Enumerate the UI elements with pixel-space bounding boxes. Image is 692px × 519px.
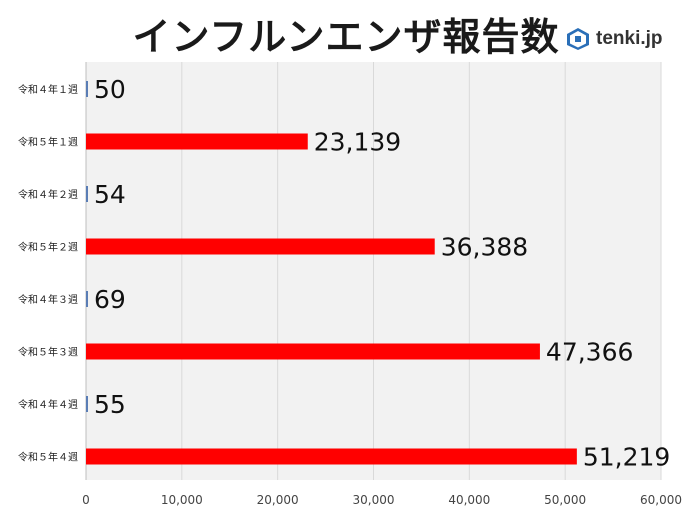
x-tick-label: 20,000 <box>257 493 299 507</box>
x-tick-label: 0 <box>82 493 90 507</box>
chart-title: インフルンエンザ報告数 <box>132 15 560 59</box>
data-label: 55 <box>94 390 126 419</box>
bar <box>86 448 577 465</box>
category-label: 令和５年４週 <box>18 451 78 464</box>
x-tick-label: 40,000 <box>448 493 490 507</box>
data-label: 50 <box>94 75 126 104</box>
data-label: 51,219 <box>583 443 670 472</box>
category-label: 令和５年３週 <box>18 346 78 359</box>
logo-text: tenki.jp <box>596 28 663 49</box>
data-label: 69 <box>94 285 126 314</box>
x-tick-label: 60,000 <box>640 493 682 507</box>
data-label: 54 <box>94 180 126 209</box>
bar <box>86 186 88 202</box>
bar <box>86 396 88 412</box>
bar <box>86 291 88 307</box>
category-label: 令和４年１週 <box>18 83 78 96</box>
category-label: 令和４年３週 <box>18 293 78 306</box>
bar <box>86 133 308 150</box>
tenki-logo-icon <box>567 28 589 50</box>
bar <box>86 343 540 360</box>
x-tick-label: 30,000 <box>353 493 395 507</box>
category-label: 令和５年２週 <box>18 241 78 254</box>
bar <box>86 81 88 97</box>
x-tick-label: 10,000 <box>161 493 203 507</box>
x-tick-label: 50,000 <box>544 493 586 507</box>
data-label: 23,139 <box>314 128 401 157</box>
tenki-logo: tenki.jp <box>566 24 663 54</box>
category-label: 令和４年４週 <box>18 398 78 411</box>
data-label: 47,366 <box>546 338 633 367</box>
data-label: 36,388 <box>441 233 528 262</box>
category-label: 令和５年１週 <box>18 136 78 149</box>
category-label: 令和４年２週 <box>18 188 78 201</box>
bar <box>86 238 435 255</box>
